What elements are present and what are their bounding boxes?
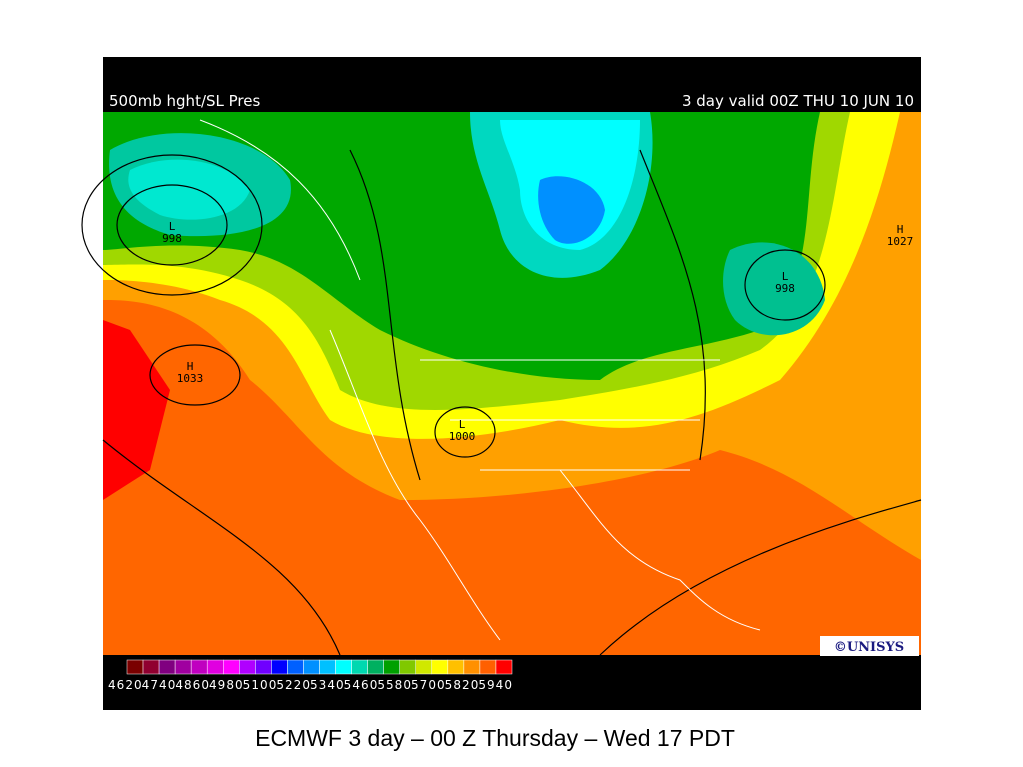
center-value: 998 — [162, 232, 182, 245]
color-swatch — [190, 659, 208, 675]
colorbar-label: 5580 — [377, 678, 411, 692]
colorbar-label: 5460 — [344, 678, 378, 692]
color-swatch — [287, 659, 304, 675]
color-swatch — [431, 659, 449, 675]
color-swatch — [335, 659, 352, 675]
colorbar-label: 5220 — [276, 678, 310, 692]
center-value: 1000 — [449, 430, 476, 443]
logo: ©UNISYS — [834, 640, 904, 655]
color-swatch — [367, 659, 384, 675]
colorbar-label: 4620 — [108, 678, 142, 692]
color-swatch — [319, 659, 336, 675]
color-swatch — [158, 659, 176, 675]
header-left: 500mb hght/SL Pres — [109, 92, 260, 110]
color-swatch — [351, 659, 368, 675]
colorbar-label: 4740 — [142, 678, 176, 692]
color-swatch — [206, 659, 224, 675]
color-swatch — [303, 659, 320, 675]
center-value: 1027 — [887, 235, 914, 248]
color-swatch — [174, 659, 192, 675]
color-swatch — [271, 659, 288, 675]
caption: ECMWF 3 day – 00 Z Thursday – Wed 17 PDT — [255, 725, 735, 751]
color-swatch — [495, 659, 513, 675]
center-letter: L — [169, 220, 176, 233]
colorbar-label: 4980 — [209, 678, 243, 692]
center-letter: L — [459, 418, 466, 431]
color-swatch — [479, 659, 497, 675]
logo-box — [820, 636, 919, 656]
header-right: 3 day valid 00Z THU 10 JUN 10 — [682, 92, 914, 110]
map — [81, 112, 922, 656]
colorbar-label: 5940 — [478, 678, 512, 692]
color-swatch — [126, 659, 144, 675]
color-swatch — [463, 659, 481, 675]
center-letter: H — [897, 223, 904, 236]
color-swatch — [399, 659, 417, 675]
color-swatch — [255, 659, 272, 675]
colorbar-label: 5700 — [411, 678, 445, 692]
colorbar-label: 4860 — [175, 678, 209, 692]
color-swatch — [415, 659, 433, 675]
color-swatch — [142, 659, 160, 675]
color-swatch — [383, 659, 400, 675]
center-letter: H — [187, 360, 194, 373]
colorbar-label: 5820 — [445, 678, 479, 692]
color-swatch — [223, 659, 240, 675]
colorbar-label: 5100 — [243, 678, 277, 692]
color-swatch — [447, 659, 465, 675]
colorbar-label: 5340 — [310, 678, 344, 692]
center-value: 1033 — [177, 372, 204, 385]
color-swatch — [239, 659, 256, 675]
center-letter: L — [782, 270, 789, 283]
center-value: 998 — [775, 282, 795, 295]
